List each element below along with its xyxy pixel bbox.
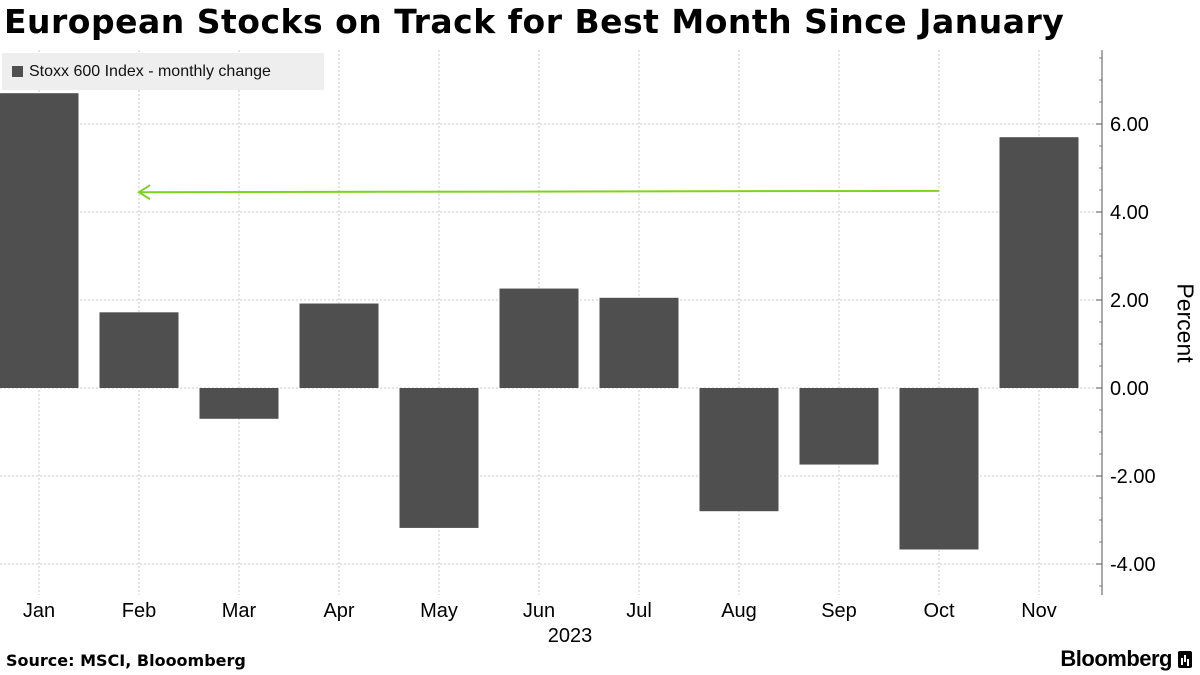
x-tick-label: Mar [222,600,257,622]
chart-title: European Stocks on Track for Best Month … [4,2,1065,41]
y-tick-label: -4.00 [1110,554,1156,576]
brand-logo: Bloomberg [1060,646,1192,672]
bloomberg-terminal-icon [1178,650,1192,668]
x-tick-label: Nov [1021,600,1057,622]
y-tick-label: 4.00 [1110,202,1149,224]
y-tick-label: 6.00 [1110,114,1149,136]
y-tick-label: 0.00 [1110,378,1149,400]
brand-name: Bloomberg [1060,646,1172,671]
bar-mar [199,388,279,419]
x-tick-label: Feb [122,600,156,622]
bar-may [399,388,479,528]
y-tick-label: 2.00 [1110,290,1149,312]
y-axis-label: Percent [1172,283,1199,363]
legend-swatch [12,66,23,77]
x-tick-label: Aug [721,600,757,622]
bar-nov [999,137,1079,388]
x-tick-label: Jan [23,600,55,622]
x-tick-label: Apr [323,600,354,622]
source-note: Source: MSCI, Blooomberg [6,651,246,670]
y-tick-label: -2.00 [1110,466,1156,488]
bar-jan [0,93,79,388]
bar-jul [599,297,679,388]
bar-apr [299,303,379,388]
bar-sep [799,388,879,465]
legend: Stoxx 600 Index - monthly change [2,53,324,90]
legend-label: Stoxx 600 Index - monthly change [29,62,271,80]
x-tick-label: Jul [626,600,652,622]
x-tick-label: Sep [821,600,857,622]
x-tick-label: Jun [523,600,555,622]
annotation-arrow-line [138,189,940,194]
annotation-arrow-head [137,184,151,201]
bar-aug [699,388,779,512]
bar-jun [499,288,579,388]
x-group-label: 2023 [548,625,593,647]
bar-feb [99,312,179,388]
bar-oct [899,388,979,550]
x-tick-label: May [420,600,458,622]
x-tick-label: Oct [923,600,955,622]
